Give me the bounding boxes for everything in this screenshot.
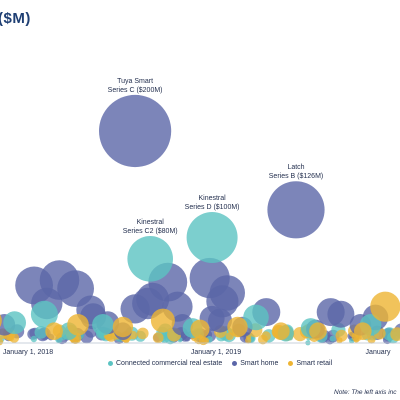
bubble <box>45 322 63 341</box>
legend-marker <box>108 361 113 366</box>
bubble-small <box>245 337 252 344</box>
bubble-small <box>0 337 4 346</box>
bubble-annotation: Tuya Smart Series C ($200M) <box>108 78 163 94</box>
legend-marker <box>232 361 238 366</box>
bubble-annotation: Kinestral Series D ($100M) <box>185 195 240 211</box>
bubble-small <box>152 332 164 344</box>
bubble <box>92 314 114 336</box>
legend-label: Smart home <box>240 360 279 367</box>
x-tick-label: January 1, 2019 <box>191 349 241 356</box>
bubble <box>67 314 89 336</box>
bubble <box>99 94 172 168</box>
bubbles-layer <box>0 94 400 342</box>
bubble <box>309 322 327 341</box>
bubble <box>327 300 355 328</box>
bubble <box>186 212 238 263</box>
bubble-small <box>202 337 210 345</box>
x-tick-label: January <box>366 349 391 356</box>
bubble-small <box>9 333 20 343</box>
bubble-small <box>137 327 149 340</box>
bubble <box>127 235 173 282</box>
legend-item: Connected commercial real estate <box>108 360 222 367</box>
bubble-small <box>34 326 48 339</box>
bubble <box>272 322 290 341</box>
bubble <box>208 308 232 333</box>
x-tick-label: January 1, 2018 <box>3 349 53 356</box>
legend-label: Smart retail <box>296 360 333 367</box>
bubble-annotation: Kinestral Series C2 ($80M) <box>123 219 178 235</box>
bubble-small <box>30 335 38 343</box>
chart-title: ($M) <box>0 10 31 27</box>
legend-item: Smart retail <box>288 360 332 367</box>
chart-note: Note: The left axis inc <box>334 389 397 396</box>
bubble <box>112 316 134 338</box>
bubble-small <box>329 335 336 342</box>
legend-item: Smart home <box>232 360 278 367</box>
bubble <box>267 181 325 239</box>
bubble <box>150 308 175 333</box>
bubble-small <box>261 331 271 341</box>
bubble <box>227 316 248 338</box>
bubble-small <box>367 335 376 344</box>
chart-legend: Connected commercial real estate Smart ho… <box>108 360 332 367</box>
bubble <box>3 311 26 335</box>
bubble-small <box>390 327 400 342</box>
bubble <box>120 294 150 324</box>
bubble <box>0 314 2 327</box>
legend-label: Connected commercial real estate <box>116 360 223 367</box>
legend-marker <box>288 361 294 366</box>
bubble-small <box>335 329 348 342</box>
bubble <box>354 322 372 341</box>
bubble <box>30 300 58 328</box>
bubble <box>370 291 400 322</box>
bubble <box>190 319 210 339</box>
bubble-annotation: Latch Series B ($126M) <box>269 164 323 180</box>
bubble <box>243 304 269 331</box>
